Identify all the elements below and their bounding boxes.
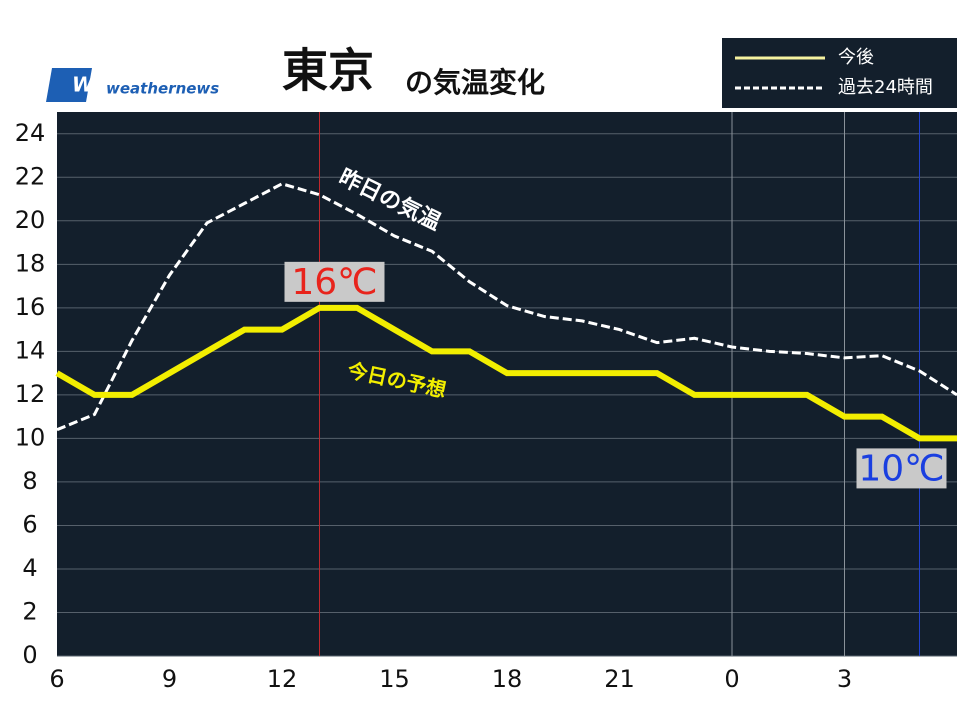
y-tick-label: 12 <box>15 380 46 408</box>
x-tick-label: 15 <box>379 665 410 693</box>
y-tick-label: 6 <box>22 510 37 538</box>
y-tick-label: 20 <box>15 206 46 234</box>
y-tick-label: 16 <box>15 293 46 321</box>
x-tick-label: 6 <box>49 665 64 693</box>
legend-label: 過去24時間 <box>838 77 933 98</box>
chart-title: 東京 <box>282 44 374 98</box>
x-tick-label: 9 <box>162 665 177 693</box>
y-tick-label: 22 <box>15 162 46 190</box>
y-tick-label: 2 <box>22 597 37 625</box>
y-tick-label: 18 <box>15 249 46 277</box>
x-tick-label: 0 <box>724 665 739 693</box>
y-tick-label: 24 <box>15 119 46 147</box>
plot-area <box>57 112 957 656</box>
min-label: 10℃ <box>858 448 944 489</box>
y-tick-label: 10 <box>15 423 46 451</box>
logo-text: weathernews <box>106 80 219 98</box>
legend-label: 今後 <box>838 47 874 68</box>
x-tick-label: 18 <box>492 665 523 693</box>
x-tick-label: 21 <box>604 665 635 693</box>
x-tick-label: 3 <box>837 665 852 693</box>
logo-mark-box <box>46 68 93 102</box>
y-tick-label: 14 <box>15 336 46 364</box>
series-line <box>56 182 958 432</box>
y-tick-label: 8 <box>22 467 37 495</box>
logo: WN weathernews <box>46 68 219 102</box>
y-tick-label: 4 <box>22 554 37 582</box>
logo-mark: WN <box>72 73 111 97</box>
max-label-box <box>284 261 385 302</box>
y-tick-label: 0 <box>22 641 37 669</box>
series-line <box>55 304 957 442</box>
legend-box <box>722 38 957 108</box>
min-label-box <box>856 448 947 489</box>
x-tick-label: 12 <box>267 665 298 693</box>
max-label: 16℃ <box>291 262 377 303</box>
chart-subtitle: の気温変化 <box>405 66 545 99</box>
